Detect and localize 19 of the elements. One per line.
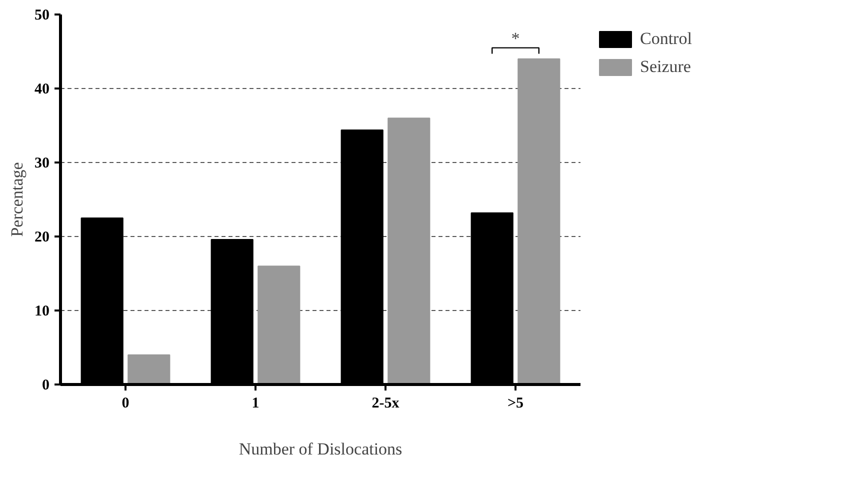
y-tick-label: 30 bbox=[34, 156, 50, 172]
bar bbox=[128, 354, 170, 384]
x-tick-label: 2-5x bbox=[372, 396, 400, 412]
y-tick-label: 40 bbox=[34, 82, 50, 98]
bar bbox=[518, 58, 560, 384]
bar bbox=[258, 266, 300, 384]
x-axis-title: Number of Dislocations bbox=[238, 440, 402, 458]
x-tick-label: >5 bbox=[507, 396, 524, 412]
x-tick-label: 1 bbox=[252, 396, 260, 412]
y-tick-label: 20 bbox=[34, 230, 50, 246]
y-tick-label: 50 bbox=[34, 8, 50, 24]
annotation: * bbox=[511, 28, 520, 48]
y-tick-label: 10 bbox=[34, 304, 50, 320]
y-tick-label: 0 bbox=[42, 378, 50, 394]
y-axis-title: Percentage bbox=[8, 162, 26, 237]
bar bbox=[388, 118, 430, 384]
legend-label: Seizure bbox=[640, 57, 691, 77]
legend-label: Control bbox=[640, 29, 692, 49]
x-tick-label: 0 bbox=[122, 396, 130, 412]
